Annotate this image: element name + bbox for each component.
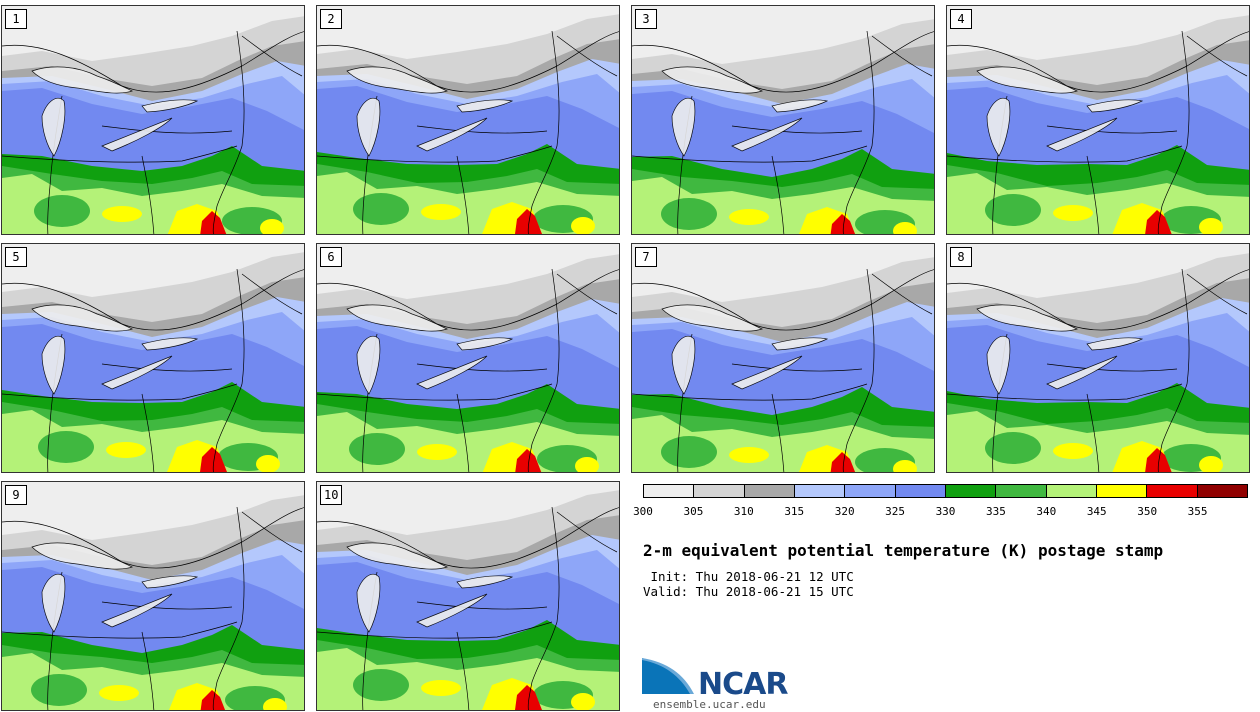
map-icon: [947, 244, 1249, 472]
map-icon: [2, 244, 304, 472]
colorbar-tick-label: 325: [885, 505, 906, 518]
panel-number: 3: [635, 9, 657, 29]
page-title: 2-m equivalent potential temperature (K)…: [643, 541, 1164, 560]
colorbar-swatch: [1046, 485, 1097, 497]
colorbar-swatch: [895, 485, 946, 497]
colorbar: [643, 484, 1248, 498]
ncar-logo-text: NCAR: [698, 667, 788, 702]
colorbar-tick-label: 310: [733, 505, 754, 518]
postage-stamp-panel: 6: [316, 243, 620, 473]
postage-stamp-panel: 10: [316, 481, 620, 711]
colorbar-swatch: [794, 485, 846, 497]
panel-number: 7: [635, 247, 657, 267]
map-icon: [632, 244, 934, 472]
colorbar-swatch: [1096, 485, 1148, 497]
colorbar-swatch: [1147, 485, 1198, 497]
map-icon: [632, 6, 934, 234]
panel-number: 8: [950, 247, 972, 267]
colorbar-tick-label: 350: [1137, 505, 1158, 518]
colorbar-tick-label: 345: [1086, 505, 1107, 518]
colorbar-swatch: [845, 485, 896, 497]
postage-stamp-panel: 8: [946, 243, 1250, 473]
postage-stamp-panel: 1: [1, 5, 305, 235]
map-icon: [317, 6, 619, 234]
colorbar-tick-label: 340: [1036, 505, 1057, 518]
postage-stamp-panel: 7: [631, 243, 935, 473]
colorbar-swatch: [1197, 485, 1247, 497]
panel-number: 4: [950, 9, 972, 29]
colorbar-tick-label: 355: [1187, 505, 1208, 518]
panel-number: 2: [320, 9, 342, 29]
postage-stamp-panel: 3: [631, 5, 935, 235]
colorbar-swatch: [996, 485, 1047, 497]
init-time: Init: Thu 2018-06-21 12 UTC: [643, 569, 854, 584]
colorbar-tick-label: 330: [935, 505, 956, 518]
map-icon: [2, 482, 304, 710]
panel-number: 9: [5, 485, 27, 505]
colorbar-ticks: 300 305 310 315 320 325 330 335 340 345 350 355: [633, 505, 1248, 521]
map-icon: [317, 482, 619, 710]
colorbar-swatch: [744, 485, 795, 497]
colorbar-tick-label: 300: [633, 505, 653, 518]
map-icon: [947, 6, 1249, 234]
panel-number: 10: [320, 485, 343, 505]
panel-number: 6: [320, 247, 342, 267]
map-icon: [2, 6, 304, 234]
postage-stamp-panel: 4: [946, 5, 1250, 235]
colorbar-tick-label: 335: [985, 505, 1006, 518]
panel-number: 5: [5, 247, 27, 267]
colorbar-swatch: [694, 485, 745, 497]
postage-stamp-panel: 9: [1, 481, 305, 711]
ncar-logo-icon: [642, 658, 694, 694]
postage-stamp-panel: 2: [316, 5, 620, 235]
colorbar-tick-label: 320: [834, 505, 855, 518]
panel-number: 1: [5, 9, 27, 29]
colorbar-tick-label: 315: [784, 505, 805, 518]
logo-url: ensemble.ucar.edu: [653, 698, 766, 711]
map-icon: [317, 244, 619, 472]
postage-stamp-panel: 5: [1, 243, 305, 473]
colorbar-tick-label: 305: [683, 505, 704, 518]
colorbar-swatch: [945, 485, 997, 497]
valid-time: Valid: Thu 2018-06-21 15 UTC: [643, 584, 854, 599]
colorbar-swatch: [644, 485, 695, 497]
